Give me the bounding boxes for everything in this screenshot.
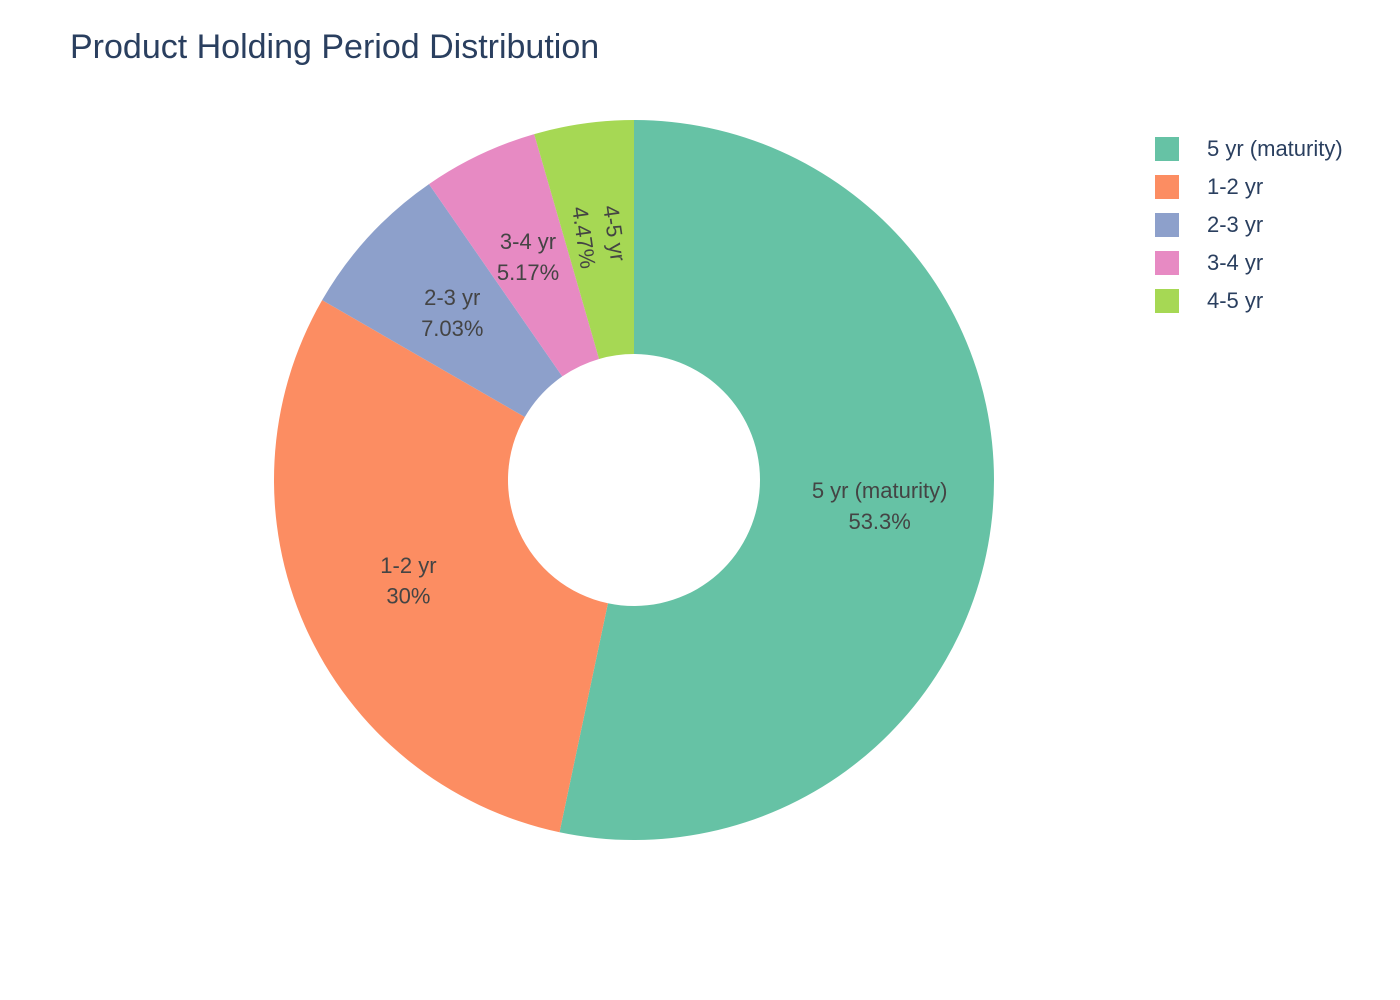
slice-label-1-2-yr: 1-2 yr 30%: [380, 553, 436, 609]
slice-5-yr-maturity: [559, 120, 994, 840]
slice-3-4-yr: [428, 134, 600, 377]
slice-label-percent: 7.03%: [421, 316, 483, 341]
legend-label: 1-2 yr: [1207, 174, 1264, 199]
legend-label: 2-3 yr: [1207, 212, 1264, 237]
slice-label-percent: 5.17%: [497, 260, 559, 285]
slice-label-name: 3-4 yr: [500, 229, 556, 254]
slice-label-name: 1-2 yr: [380, 553, 436, 578]
legend-item-1-2-yr[interactable]: 1-2 yr: [1155, 168, 1395, 206]
legend: 5 yr (maturity) 1-2 yr 2-3 yr 3-4 yr 4-5 yr: [1155, 130, 1395, 320]
slice-2-3-yr: [322, 184, 563, 418]
slice-label-percent: 30%: [386, 584, 430, 609]
legend-swatch: [1155, 137, 1179, 161]
legend-item-2-3-yr[interactable]: 2-3 yr: [1155, 206, 1395, 244]
slice-label-name: 5 yr (maturity): [812, 478, 948, 503]
slice-4-5-yr: [534, 120, 634, 359]
legend-item-4-5-yr[interactable]: 4-5 yr: [1155, 282, 1395, 320]
legend-swatch: [1155, 251, 1179, 275]
chart-title: Product Holding Period Distribution: [70, 28, 600, 66]
legend-swatch: [1155, 213, 1179, 237]
legend-swatch: [1155, 289, 1179, 313]
legend-label: 5 yr (maturity): [1207, 136, 1343, 161]
slice-label-3-4-yr: 3-4 yr 5.17%: [497, 229, 559, 285]
legend-item-5-yr-maturity[interactable]: 5 yr (maturity): [1155, 130, 1395, 168]
legend-label: 3-4 yr: [1207, 250, 1264, 275]
slice-label-2-3-yr: 2-3 yr 7.03%: [421, 285, 483, 341]
legend-swatch: [1155, 175, 1179, 199]
slice-1-2-yr: [273, 300, 608, 833]
slice-label-name: 2-3 yr: [424, 285, 480, 310]
legend-item-3-4-yr[interactable]: 3-4 yr: [1155, 244, 1395, 282]
legend-label: 4-5 yr: [1207, 288, 1264, 313]
slice-label-5-yr-maturity: 5 yr (maturity) 53.3%: [812, 478, 948, 534]
slice-label-percent: 53.3%: [848, 509, 910, 534]
